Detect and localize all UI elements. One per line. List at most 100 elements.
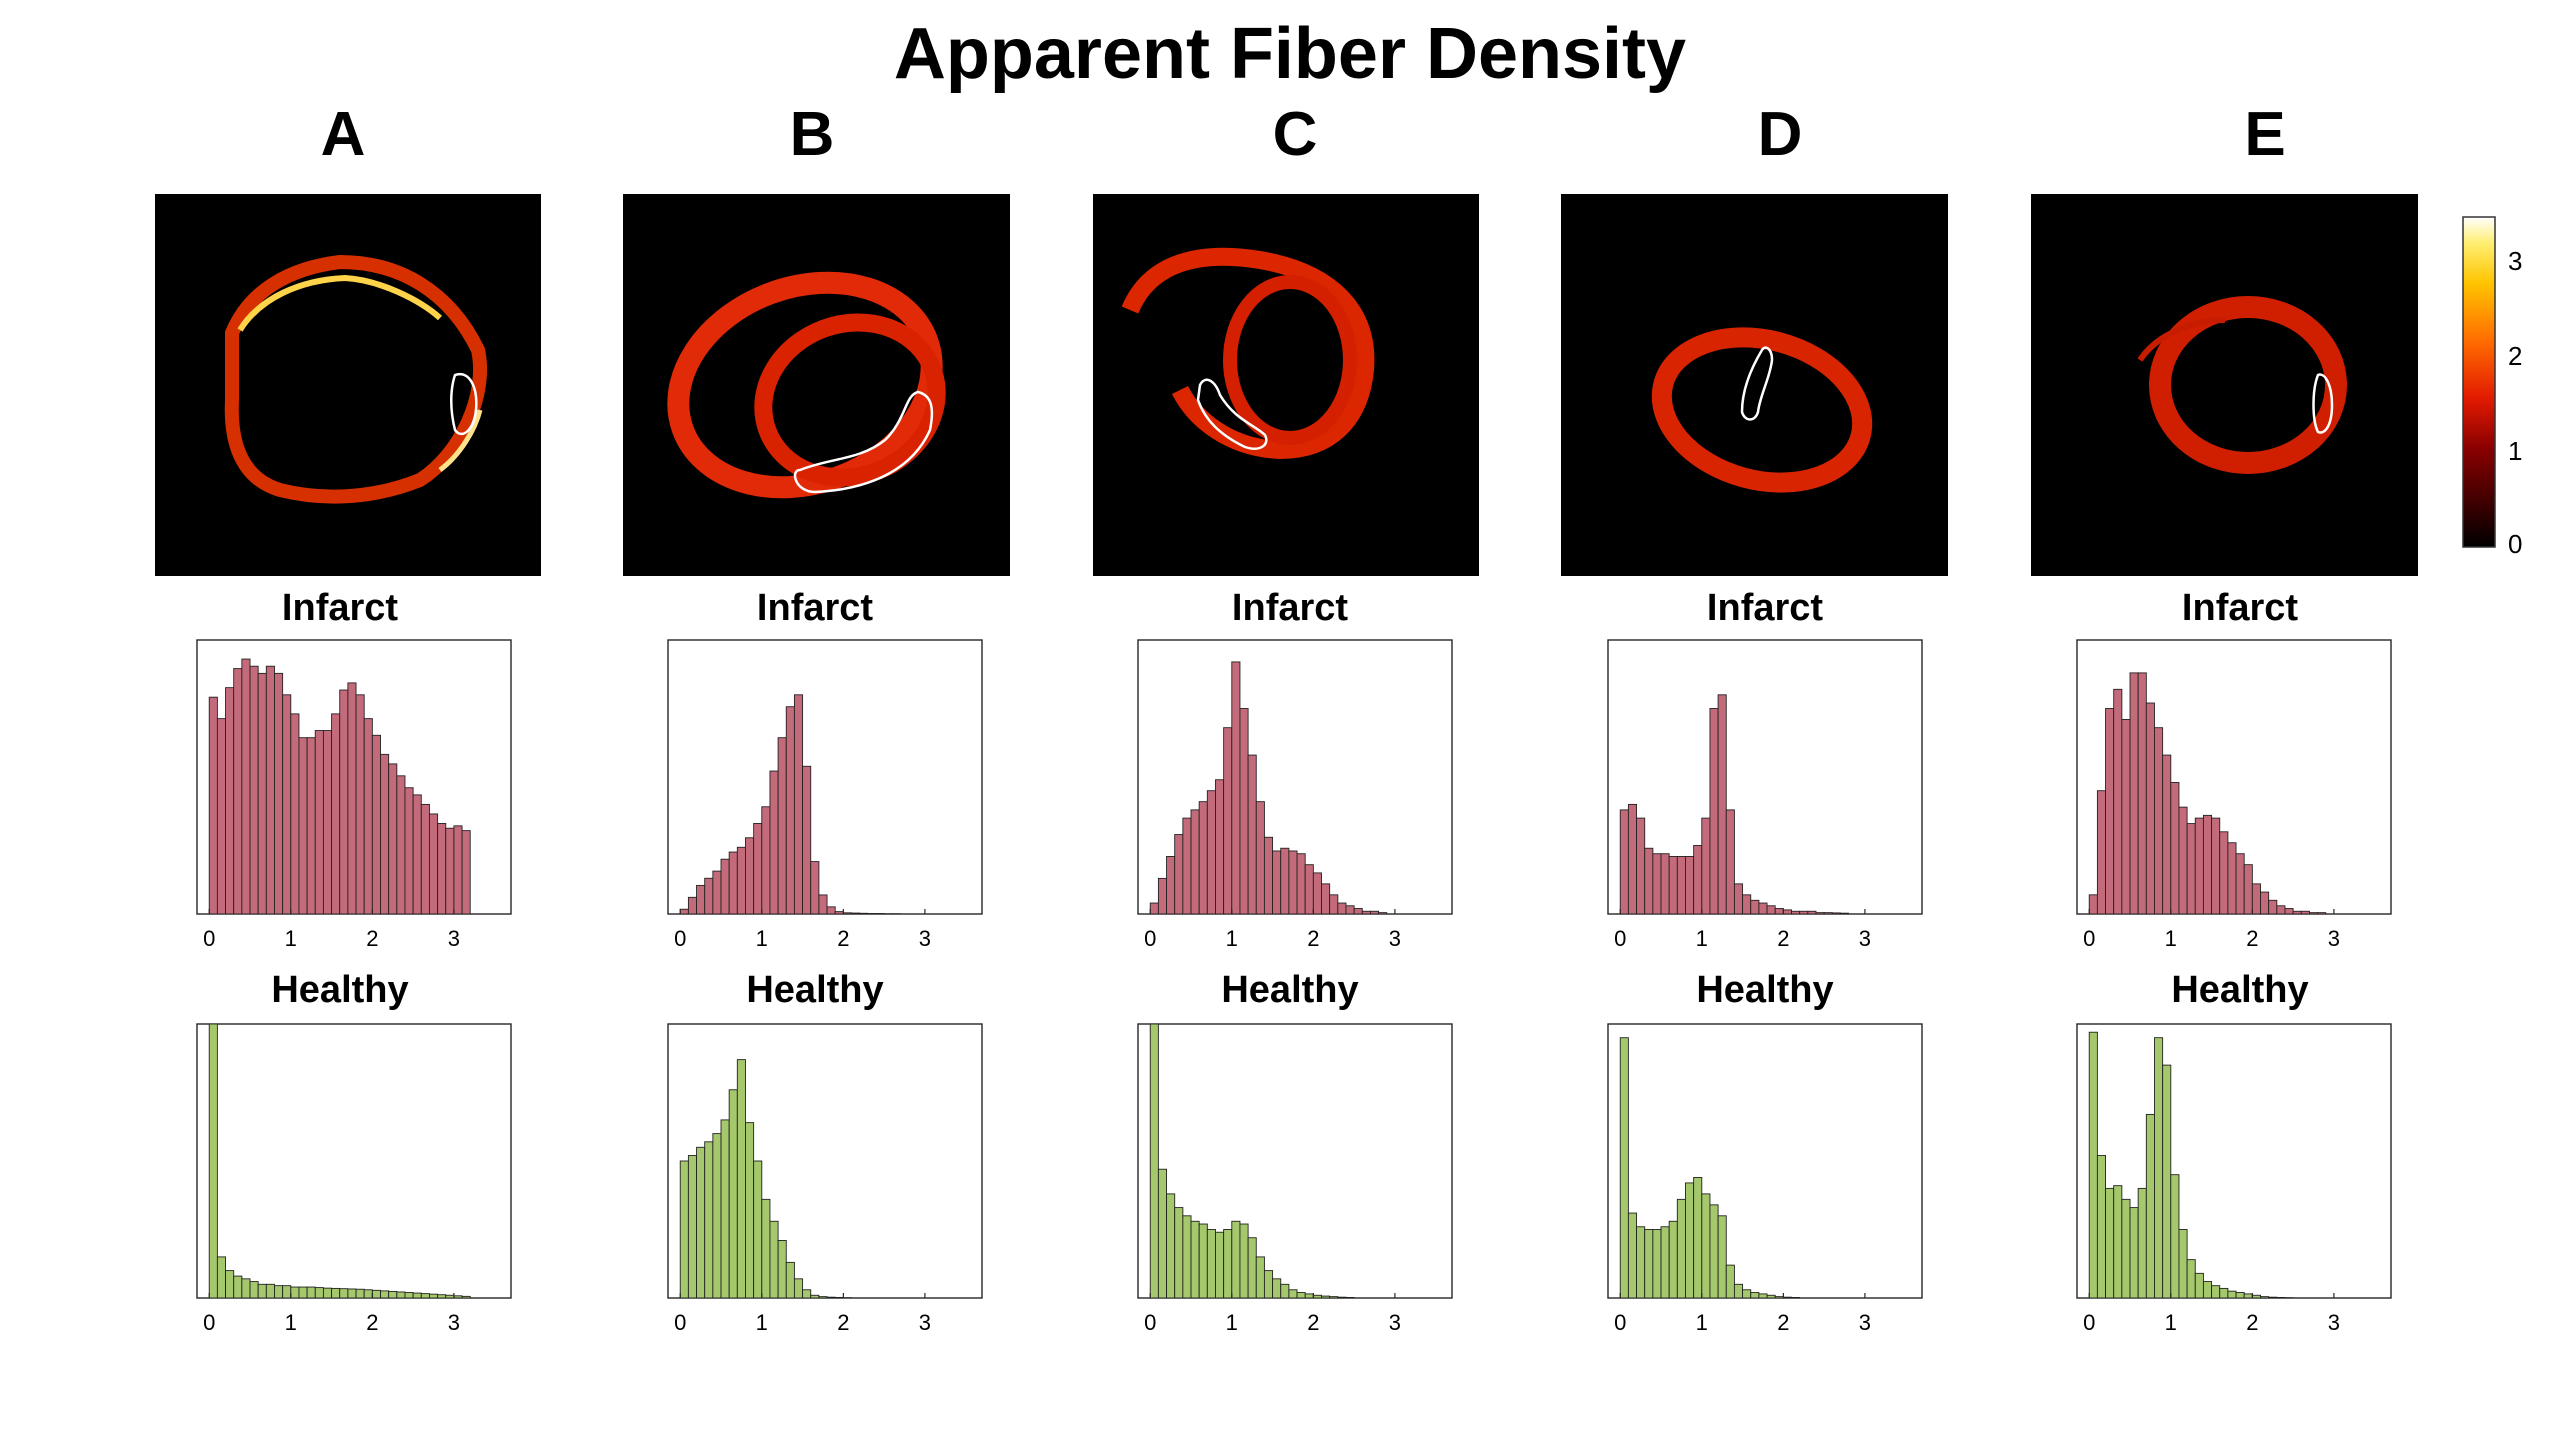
bar-e-healthy-9 <box>2162 1064 2172 1299</box>
bar-a-infarct-12 <box>306 737 316 915</box>
bar-c-infarct-20 <box>1312 872 1322 915</box>
tick-label-b-healthy-3: 3 <box>919 1310 931 1335</box>
myocardium-ring-c <box>1121 247 1375 460</box>
bar-a-healthy-18 <box>355 1288 365 1299</box>
afd-map-c <box>1093 194 1479 576</box>
bar-c-healthy-2 <box>1166 1193 1176 1299</box>
bar-e-healthy-12 <box>2186 1259 2196 1299</box>
tick-label-d-infarct-1: 1 <box>1696 926 1708 951</box>
bar-b-healthy-5 <box>720 1119 730 1299</box>
bar-d-healthy-18 <box>1766 1294 1776 1299</box>
bar-e-infarct-16 <box>2219 831 2229 915</box>
histogram-a-infarct: 0 1 2 3 <box>196 639 512 951</box>
bar-c-infarct-15 <box>1272 850 1282 915</box>
panel-a: A <box>155 100 541 576</box>
bar-c-healthy-4 <box>1182 1215 1192 1299</box>
bar-c-healthy-23 <box>1337 1296 1347 1299</box>
bar-c-infarct-26 <box>1361 910 1371 915</box>
bar-a-healthy-2 <box>225 1270 235 1299</box>
histograms: 0 1 2 3 0 1 2 3 0 1 2 3 0 1 2 3 0 1 2 3 0 1 2 3 0 1 2 3 0 1 2 3 0 1 2 3 0 1 2 3 <box>196 639 2392 1335</box>
tick-label-e-healthy-0: 0 <box>2083 1310 2095 1335</box>
bar-d-healthy-6 <box>1668 1220 1678 1299</box>
tick-label-b-infarct-3: 3 <box>919 926 931 951</box>
bar-a-healthy-30 <box>453 1295 463 1299</box>
bar-e-healthy-16 <box>2219 1287 2229 1299</box>
bar-c-infarct-16 <box>1280 847 1290 915</box>
bar-d-infarct-7 <box>1676 856 1686 915</box>
bar-b-healthy-17 <box>818 1296 828 1299</box>
histogram-b-infarct: 0 1 2 3 <box>667 639 983 951</box>
bar-a-healthy-29 <box>445 1294 455 1299</box>
bar-b-infarct-10 <box>761 806 771 915</box>
axes-box-a-healthy <box>196 1023 512 1299</box>
bar-e-infarct-28 <box>2317 912 2327 915</box>
bar-a-infarct-2 <box>225 687 235 915</box>
bar-d-infarct-8 <box>1685 856 1695 915</box>
bar-e-healthy-5 <box>2129 1207 2139 1299</box>
bar-a-healthy-8 <box>274 1285 284 1299</box>
bar-a-healthy-27 <box>428 1293 439 1299</box>
bar-a-healthy-10 <box>290 1286 300 1299</box>
bar-b-infarct-0 <box>679 908 689 915</box>
bar-a-healthy-1 <box>216 1256 226 1299</box>
bar-a-healthy-14 <box>322 1287 333 1299</box>
bar-e-healthy-18 <box>2235 1292 2245 1299</box>
bar-a-healthy-7 <box>265 1283 275 1299</box>
bar-c-infarct-17 <box>1288 850 1298 915</box>
bar-d-infarct-14 <box>1733 883 1744 915</box>
bar-c-healthy-11 <box>1239 1223 1249 1299</box>
bar-a-healthy-3 <box>233 1275 243 1299</box>
bar-d-infarct-3 <box>1644 847 1654 915</box>
bar-a-infarct-23 <box>396 775 406 915</box>
healthy-title-e: Healthy <box>2171 969 2308 1011</box>
bar-a-infarct-18 <box>355 694 365 915</box>
bar-c-infarct-27 <box>1369 910 1380 915</box>
bar-c-healthy-20 <box>1312 1294 1322 1299</box>
tick-label-d-healthy-0: 0 <box>1614 1310 1626 1335</box>
tick-label-b-healthy-0: 0 <box>674 1310 686 1335</box>
bar-c-healthy-9 <box>1223 1229 1233 1299</box>
bar-e-healthy-21 <box>2260 1296 2270 1299</box>
bar-b-infarct-19 <box>834 911 844 915</box>
bar-a-infarct-30 <box>453 825 463 915</box>
bar-c-healthy-22 <box>1329 1296 1339 1299</box>
tick-label-a-infarct-3: 3 <box>448 926 460 951</box>
bar-b-infarct-21 <box>851 912 861 915</box>
bar-e-infarct-5 <box>2129 672 2139 915</box>
histogram-e-infarct: 0 1 2 3 <box>2076 639 2392 951</box>
bar-c-healthy-21 <box>1321 1295 1331 1299</box>
colorbar-tick-3: 3 <box>2508 246 2522 276</box>
bar-e-healthy-4 <box>2121 1198 2131 1299</box>
bar-a-infarct-4 <box>241 658 251 915</box>
bar-b-healthy-4 <box>712 1133 722 1299</box>
bar-e-healthy-19 <box>2243 1293 2253 1299</box>
bar-c-infarct-0 <box>1149 902 1159 915</box>
bar-e-infarct-25 <box>2292 910 2302 915</box>
tick-label-b-infarct-1: 1 <box>756 926 768 951</box>
tick-label-c-infarct-0: 0 <box>1144 926 1156 951</box>
bar-d-infarct-15 <box>1742 894 1752 915</box>
bar-a-infarct-9 <box>282 694 292 915</box>
tick-label-d-infarct-3: 3 <box>1859 926 1871 951</box>
bar-d-healthy-16 <box>1750 1292 1760 1299</box>
bar-a-infarct-25 <box>412 794 422 915</box>
figure-title: Apparent Fiber Density <box>894 14 1686 94</box>
bar-a-healthy-12 <box>306 1286 316 1299</box>
bar-e-infarct-0 <box>2088 894 2098 915</box>
bar-c-healthy-1 <box>1157 1168 1168 1299</box>
healthy-title-c: Healthy <box>1221 969 1358 1011</box>
bar-a-infarct-15 <box>331 713 341 915</box>
tick-label-e-healthy-1: 1 <box>2165 1310 2177 1335</box>
bar-d-infarct-22 <box>1799 910 1809 915</box>
bar-e-infarct-17 <box>2227 842 2237 915</box>
bar-a-infarct-29 <box>445 827 455 915</box>
bar-d-healthy-13 <box>1725 1264 1735 1299</box>
histogram-e-healthy: 0 1 2 3 <box>2076 1023 2392 1335</box>
infarct-title-e: Infarct <box>2182 587 2298 629</box>
bar-a-healthy-5 <box>249 1281 259 1299</box>
bar-b-infarct-13 <box>785 706 795 915</box>
bar-a-infarct-5 <box>249 665 259 915</box>
bar-d-healthy-9 <box>1693 1176 1703 1299</box>
bar-c-infarct-21 <box>1321 883 1331 915</box>
